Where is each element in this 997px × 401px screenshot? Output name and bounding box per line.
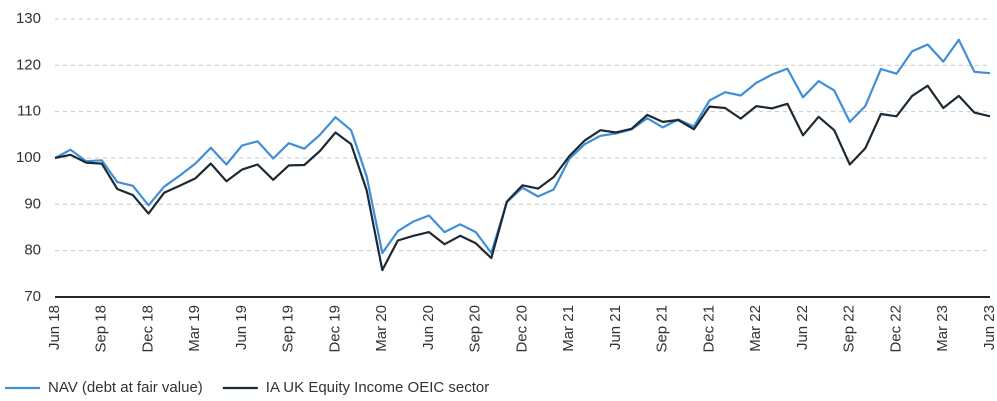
x-tick-label: Dec 22 <box>887 305 904 353</box>
y-tick-label: 100 <box>16 149 41 166</box>
x-tick-label: Jun 19 <box>233 305 250 350</box>
legend-label: NAV (debt at fair value) <box>48 379 203 396</box>
series-line <box>54 38 991 255</box>
y-tick-label: 70 <box>24 288 41 305</box>
y-tick-label: 90 <box>24 195 41 212</box>
x-tick-label: Mar 22 <box>747 305 764 352</box>
y-tick-label: 130 <box>16 10 41 27</box>
x-tick-label: Dec 19 <box>326 305 343 353</box>
x-tick-label: Mar 19 <box>186 305 203 352</box>
legend-label: IA UK Equity Income OEIC sector <box>266 379 489 396</box>
x-tick-label: Dec 21 <box>700 305 717 353</box>
y-tick-label: 80 <box>24 242 41 259</box>
x-tick-label: Mar 21 <box>560 305 577 352</box>
x-tick-label: Dec 18 <box>139 305 156 353</box>
x-tick-label: Jun 21 <box>607 305 624 350</box>
x-tick-label: Sep 18 <box>93 305 110 353</box>
x-tick-label: Mar 23 <box>934 305 951 352</box>
y-tick-label: 120 <box>16 56 41 73</box>
x-tick-label: Sep 19 <box>280 305 297 353</box>
x-tick-label: Jun 20 <box>420 305 437 350</box>
x-tick-label: Sep 22 <box>841 305 858 353</box>
x-tick-label: Jun 18 <box>46 305 63 350</box>
x-tick-label: Sep 20 <box>467 305 484 353</box>
x-tick-label: Jun 22 <box>794 305 811 350</box>
series-line <box>54 84 991 272</box>
x-tick-label: Jun 23 <box>981 305 997 350</box>
x-tick-label: Sep 21 <box>654 305 671 353</box>
x-tick-label: Dec 20 <box>513 305 530 353</box>
x-tick-label: Mar 20 <box>373 305 390 352</box>
y-tick-label: 110 <box>17 103 41 120</box>
